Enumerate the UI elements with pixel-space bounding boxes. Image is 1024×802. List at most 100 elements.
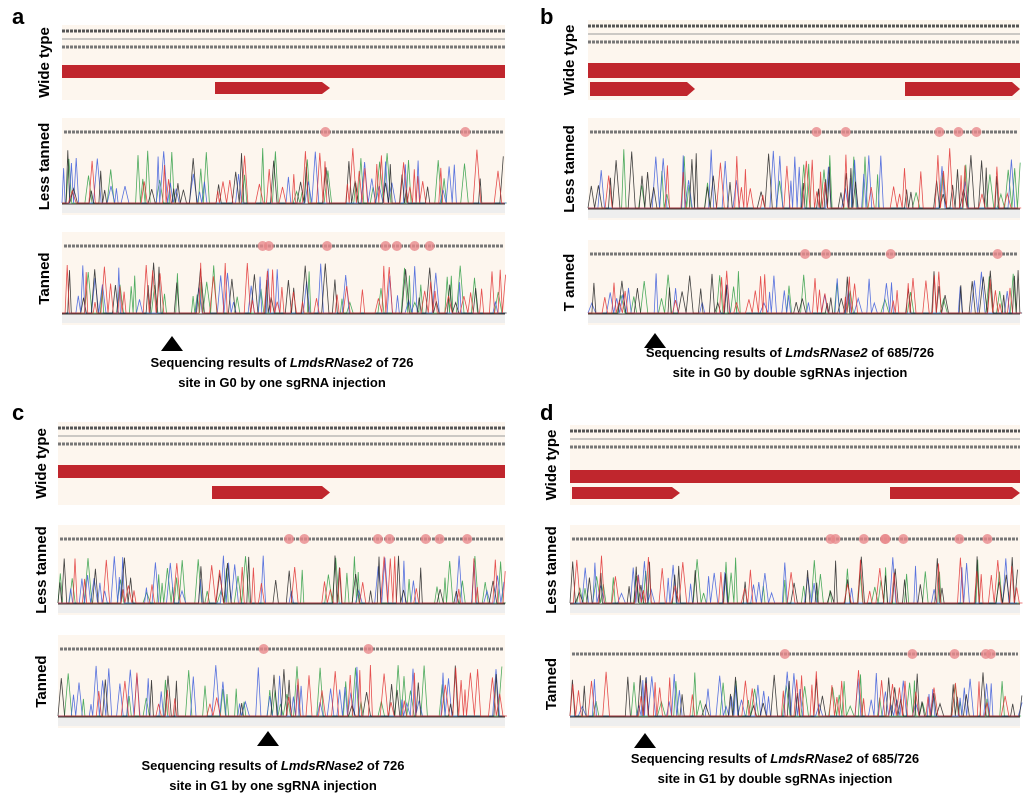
panel-label: d: [540, 400, 553, 425]
panel-label: a: [12, 4, 25, 29]
row-label: Wide type: [543, 430, 560, 501]
caption-text: of 726: [372, 355, 413, 370]
mutation-mark: [992, 249, 1003, 259]
sgrna-arrow: [890, 487, 1020, 499]
caption: Sequencing results of LmdsRNase2 of 685/…: [631, 751, 919, 766]
row-label: Tanned: [543, 658, 560, 710]
gene-bar: [58, 465, 505, 478]
mutation-mark: [380, 241, 391, 251]
mutation-mark: [258, 644, 269, 654]
row-label: Wide type: [36, 27, 53, 98]
cut-site-marker: [634, 733, 656, 748]
mutation-mark: [391, 241, 402, 251]
chromatogram-trace: [569, 556, 1018, 604]
caption-text: Sequencing results of: [142, 758, 281, 773]
caption: Sequencing results of LmdsRNase2 of 685/…: [646, 345, 934, 360]
mutation-mark: [949, 649, 960, 659]
mutation-mark: [424, 241, 435, 251]
caption: site in G1 by one sgRNA injection: [169, 778, 377, 793]
scale-strip: [588, 210, 1020, 218]
caption-text: Sequencing results of: [646, 345, 785, 360]
mutation-mark: [779, 649, 790, 659]
gene-bar: [570, 470, 1020, 483]
scale-strip: [58, 718, 505, 726]
chromatogram-trace: [62, 262, 506, 314]
mutation-mark: [462, 534, 473, 544]
scale-strip: [570, 718, 1020, 726]
gene-name: LmdsRNase2: [785, 345, 868, 360]
mutation-mark: [858, 534, 869, 544]
cut-site-marker: [644, 333, 666, 348]
mutation-mark: [320, 127, 331, 137]
caption-text: of 726: [363, 758, 404, 773]
sgrna-arrow: [905, 82, 1020, 96]
caption: site in G1 by double sgRNAs injection: [658, 771, 893, 786]
mutation-mark: [898, 534, 909, 544]
mutation-mark: [409, 241, 420, 251]
chromatogram-trace: [58, 556, 506, 604]
mutation-mark: [982, 534, 993, 544]
mutation-mark: [954, 534, 965, 544]
caption: site in G0 by double sgRNAs injection: [673, 365, 908, 380]
chromatogram-trace: [588, 148, 1022, 209]
gene-name: LmdsRNase2: [290, 355, 373, 370]
scale-strip: [62, 315, 505, 323]
chromatogram-trace: [62, 148, 505, 204]
mutation-mark: [263, 241, 274, 251]
chromatogram-trace: [569, 670, 1019, 717]
row-label: Less tanned: [561, 125, 578, 213]
row-label: Wide type: [561, 25, 578, 96]
gene-bar: [62, 65, 505, 78]
caption-text: Sequencing results of: [151, 355, 290, 370]
mutation-mark: [434, 534, 445, 544]
sgrna-arrow: [212, 486, 330, 499]
mutation-mark: [934, 127, 945, 137]
mutation-mark: [800, 249, 811, 259]
gene-name: LmdsRNase2: [770, 751, 853, 766]
row-label: T anned: [561, 254, 578, 312]
chromatogram-trace: [58, 664, 507, 717]
chromatogram-trace: [570, 555, 1023, 604]
mutation-mark: [820, 249, 831, 259]
scale-strip: [62, 205, 505, 213]
caption-text: Sequencing results of: [631, 751, 770, 766]
mutation-mark: [880, 534, 891, 544]
row-label: Less tanned: [543, 526, 560, 614]
row-label: Wide type: [33, 428, 50, 499]
row-label: Less tanned: [36, 123, 53, 211]
mutation-mark: [384, 534, 395, 544]
caption: Sequencing results of LmdsRNase2 of 726: [142, 758, 405, 773]
caption-text: of 685/726: [853, 751, 920, 766]
mutation-mark: [840, 127, 851, 137]
caption: site in G0 by one sgRNA injection: [178, 375, 386, 390]
mutation-mark: [830, 534, 841, 544]
mutation-mark: [372, 534, 383, 544]
row-label: Tanned: [36, 252, 53, 304]
scale-strip: [588, 315, 1020, 323]
mutation-mark: [885, 249, 896, 259]
row-label: Less tanned: [33, 526, 50, 614]
scale-strip: [58, 605, 505, 613]
panel-label: c: [12, 400, 24, 425]
mutation-mark: [953, 127, 964, 137]
chromatogram-trace: [588, 270, 1022, 314]
mutation-mark: [907, 649, 918, 659]
mutation-mark: [284, 534, 295, 544]
sgrna-arrow: [215, 82, 330, 94]
mutation-mark: [299, 534, 310, 544]
mutation-mark: [420, 534, 431, 544]
gene-bar: [588, 63, 1020, 78]
mutation-mark: [980, 649, 991, 659]
sgrna-arrow: [572, 487, 680, 499]
caption: Sequencing results of LmdsRNase2 of 726: [151, 355, 414, 370]
panel-label: b: [540, 4, 553, 29]
mutation-mark: [971, 127, 982, 137]
scale-strip: [570, 605, 1020, 613]
gene-name: LmdsRNase2: [281, 758, 364, 773]
caption-text: of 685/726: [868, 345, 935, 360]
mutation-mark: [363, 644, 374, 654]
mutation-mark: [322, 241, 333, 251]
cut-site-marker: [161, 336, 183, 351]
row-label: Tanned: [33, 655, 50, 707]
